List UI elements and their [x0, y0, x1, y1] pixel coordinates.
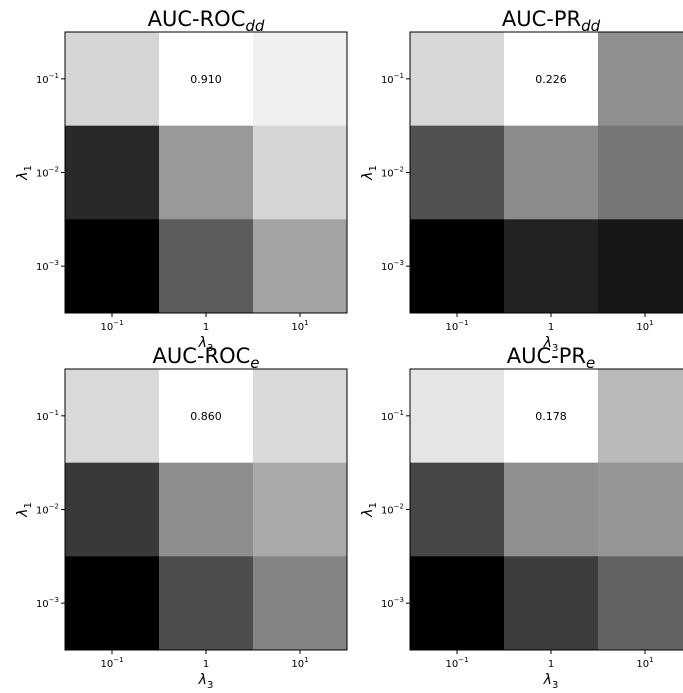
chart-title: AUC-ROCdd — [148, 7, 265, 35]
heatmap-cell — [159, 556, 254, 651]
x-tick-label: 10−1 — [445, 656, 468, 670]
heatmap-cell — [598, 125, 683, 220]
heatmap-cell — [253, 219, 348, 314]
heatmap-cell — [504, 32, 599, 127]
cell-annotation: 0.910 — [190, 73, 222, 86]
heatmap-cell — [65, 462, 160, 557]
y-tick-label: 10−2 — [381, 503, 404, 517]
heatmap-panel-2: 0.226 AUC-PRdd 10−1 1 101 10−1 10−2 10−3 λ3 λ1 — [360, 7, 683, 354]
heatmap-cell — [410, 462, 505, 557]
heatmap-panel-4: 0.178 AUC-PRe 10−1 1 101 10−1 10−2 10−3 λ3 λ1 — [360, 344, 683, 691]
heatmap-cell — [410, 219, 505, 314]
y-tick-label: 10−1 — [36, 409, 59, 423]
x-tick-label: 101 — [291, 656, 308, 670]
cell-annotation: 0.860 — [190, 410, 222, 423]
heatmap-panel-1: 0.910 AUC-ROCdd 10−1 1 101 10−1 10−2 10−3 λ3 λ1 — [15, 7, 348, 354]
heatmap-cell — [65, 219, 160, 314]
heatmap-cell — [410, 125, 505, 220]
heatmap-cell — [504, 125, 599, 220]
y-tick-label: 10−1 — [36, 72, 59, 86]
y-tick-label: 10−1 — [381, 409, 404, 423]
heatmap-cell — [504, 369, 599, 464]
heatmap-cell — [598, 369, 683, 464]
heatmap-cell — [65, 369, 160, 464]
x-tick-label: 10−1 — [100, 319, 123, 333]
heatmap-cell — [65, 32, 160, 127]
heatmap-cell — [410, 556, 505, 651]
x-axis-label: λ3 — [198, 335, 214, 354]
x-axis-label: λ3 — [543, 672, 559, 689]
y-tick-label: 10−2 — [36, 503, 59, 517]
heatmap-cell — [65, 125, 160, 220]
chart-title: AUC-PRdd — [502, 7, 601, 35]
y-tick-label: 10−2 — [36, 166, 59, 180]
x-tick-label: 10−1 — [100, 656, 123, 670]
heatmap-cell — [504, 556, 599, 651]
x-tick-label: 1 — [203, 322, 209, 333]
x-tick-label: 1 — [548, 322, 554, 333]
heatmap-cell — [253, 125, 348, 220]
x-tick-label: 101 — [636, 319, 653, 333]
chart-title: AUC-ROCe — [153, 344, 260, 372]
y-axis-label: λ1 — [360, 502, 379, 518]
x-tick-label: 10−1 — [445, 319, 468, 333]
heatmap-cell — [504, 219, 599, 314]
cell-annotation: 0.226 — [535, 73, 567, 86]
y-axis-label: λ1 — [360, 165, 379, 181]
heatmap-cell — [159, 219, 254, 314]
heatmap-cell — [159, 125, 254, 220]
x-tick-label: 101 — [636, 656, 653, 670]
heatmap-cell — [253, 462, 348, 557]
heatmap-cell — [65, 556, 160, 651]
heatmap-cell — [598, 556, 683, 651]
heatmap-cell — [504, 462, 599, 557]
y-tick-label: 10−3 — [381, 596, 404, 610]
heatmap-cell — [159, 369, 254, 464]
heatmap-cell — [410, 32, 505, 127]
x-axis-label: λ3 — [543, 335, 559, 354]
heatmap-cell — [598, 32, 683, 127]
cell-annotation: 0.178 — [535, 410, 567, 423]
heatmap-cell — [598, 219, 683, 314]
x-tick-label: 1 — [203, 659, 209, 670]
y-axis-label: λ1 — [15, 502, 34, 518]
y-tick-label: 10−3 — [36, 259, 59, 273]
heatmap-cell — [598, 462, 683, 557]
heatmap-cell — [253, 369, 348, 464]
heatmap-cell — [410, 369, 505, 464]
x-tick-label: 101 — [291, 319, 308, 333]
x-axis-label: λ3 — [198, 672, 214, 689]
y-tick-label: 10−1 — [381, 72, 404, 86]
heatmap-cell — [159, 462, 254, 557]
y-tick-label: 10−3 — [36, 596, 59, 610]
x-tick-label: 1 — [548, 659, 554, 670]
heatmap-panel-3: 0.860 AUC-ROCe 10−1 1 101 10−1 10−2 10−3 λ3 λ1 — [15, 344, 348, 691]
y-tick-label: 10−3 — [381, 259, 404, 273]
heatmap-cell — [253, 556, 348, 651]
y-tick-label: 10−2 — [381, 166, 404, 180]
y-axis-label: λ1 — [15, 165, 34, 181]
heatmap-cell — [159, 32, 254, 127]
heatmap-cell — [253, 32, 348, 127]
chart-title: AUC-PRe — [507, 344, 595, 372]
